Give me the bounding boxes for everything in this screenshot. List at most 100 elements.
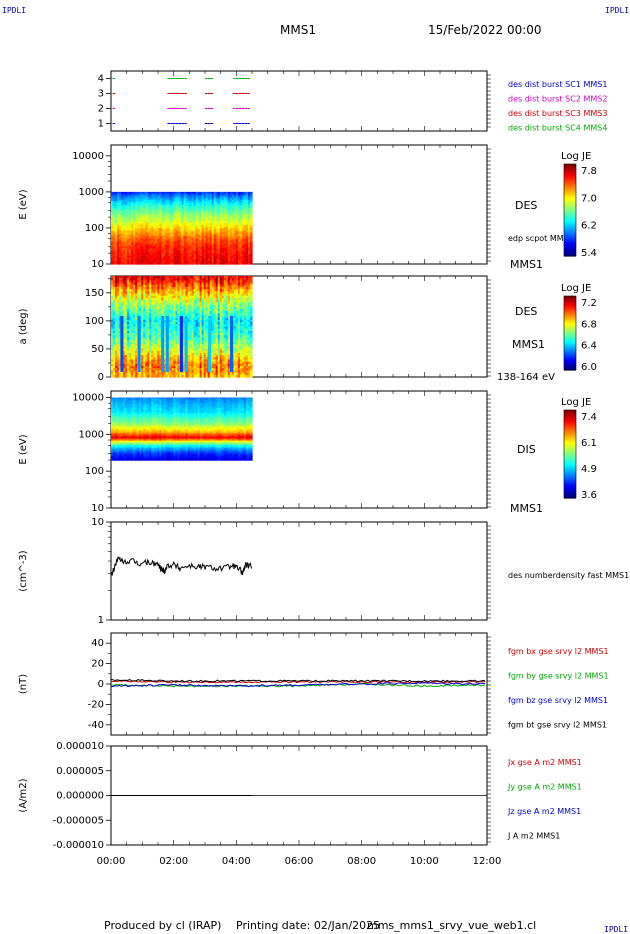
des-energy-cell: [159, 199, 162, 202]
des-energy-cell: [189, 201, 193, 204]
des-energy-cell: [117, 198, 120, 201]
des-energy-cell: [223, 213, 227, 217]
des-energy-cell: [139, 235, 142, 238]
des-energy-cell: [171, 254, 175, 257]
des-energy-cell: [147, 195, 150, 198]
des-energy-cell: [177, 254, 181, 257]
des-energy-cell: [187, 248, 191, 251]
des-energy-cell: [229, 218, 233, 221]
des-energy-cell: [141, 196, 144, 199]
des-energy-cell: [127, 207, 130, 210]
des-energy-cell: [185, 198, 189, 201]
des-energy-cell: [181, 227, 185, 231]
des-energy-cell: [229, 254, 233, 257]
des-energy-cell: [163, 198, 166, 201]
des-energy-cell: [171, 202, 175, 206]
des-energy-cell: [161, 232, 164, 235]
des-energy-cell: [117, 249, 120, 253]
des-energy-cell: [179, 212, 183, 215]
des-energy-cell: [117, 240, 120, 243]
des-energy-cell: [139, 243, 142, 246]
des-energy-cell: [177, 218, 181, 221]
des-energy-cell: [123, 226, 126, 229]
des-energy-cell: [159, 209, 162, 212]
des-energy-cell: [217, 209, 221, 212]
des-energy-cell: [217, 195, 221, 198]
des-energy-cell: [119, 243, 122, 246]
des-energy-cell: [191, 240, 195, 243]
des-energy-cell: [143, 232, 146, 235]
des-energy-cell: [157, 206, 160, 209]
des-energy-cell: [245, 249, 249, 253]
des-energy-cell: [217, 210, 221, 213]
des-energy-cell: [209, 204, 213, 207]
des-energy-cell: [141, 226, 144, 229]
des-energy-cell: [129, 240, 132, 243]
des-energy-cell: [243, 202, 247, 206]
des-energy-cell: [131, 249, 134, 253]
des-energy-cell: [165, 253, 168, 256]
des-energy-cell: [243, 243, 247, 246]
des-energy-cell: [217, 227, 221, 231]
des-energy-cell: [237, 256, 241, 259]
des-energy-cell: [247, 234, 251, 237]
des-energy-cell: [185, 243, 189, 246]
des-energy-cell: [239, 257, 243, 260]
des-energy-cell: [187, 240, 191, 243]
des-energy-cell: [195, 226, 199, 229]
des-energy-cell: [155, 201, 158, 204]
des-energy-cell: [135, 245, 138, 248]
des-energy-cell: [171, 243, 175, 246]
des-energy-cell: [231, 204, 235, 207]
des-energy-cell: [197, 195, 201, 198]
des-energy-cell: [143, 196, 146, 199]
des-energy-cell: [191, 227, 195, 231]
des-energy-cell: [119, 235, 122, 238]
des-energy-cell: [197, 209, 201, 212]
des-energy-cell: [187, 204, 191, 207]
des-energy-cell: [237, 224, 241, 227]
des-energy-cell: [117, 235, 120, 238]
des-energy-cell: [223, 259, 227, 262]
des-energy-cell: [127, 196, 130, 199]
des-energy-cell: [213, 195, 217, 198]
des-energy-cell: [163, 254, 166, 257]
des-energy-cell: [123, 198, 126, 201]
des-energy-cell: [139, 216, 142, 220]
des-energy-cell: [199, 191, 203, 195]
des-energy-cell: [133, 216, 136, 220]
des-energy-cell: [217, 245, 221, 248]
des-energy-cell: [139, 199, 142, 202]
des-energy-cell: [233, 253, 237, 256]
des-energy-cell: [243, 240, 247, 243]
des-energy-cell: [229, 204, 233, 207]
des-energy-cell: [125, 226, 128, 229]
des-energy-cell: [243, 253, 247, 256]
des-energy-cell: [135, 204, 138, 207]
des-energy-cell: [141, 243, 144, 246]
des-energy-cell: [117, 191, 120, 195]
des-energy-cell: [179, 245, 183, 248]
des-energy-cell: [153, 226, 156, 229]
des-energy-cell: [147, 262, 150, 265]
des-energy-cell: [175, 199, 179, 202]
des-energy-cell: [191, 210, 195, 213]
des-energy-cell: [173, 240, 177, 243]
des-energy-cell: [183, 254, 187, 257]
des-energy-cell: [239, 193, 243, 196]
des-energy-cell: [203, 246, 207, 249]
des-energy-cell: [161, 209, 164, 212]
des-energy-cell: [245, 218, 249, 221]
des-energy-cell: [231, 191, 235, 195]
des-energy-cell: [157, 246, 160, 249]
des-energy-cell: [221, 196, 225, 199]
des-energy-cell: [233, 238, 237, 242]
des-energy-cell: [219, 209, 223, 212]
des-energy-cell: [163, 191, 166, 195]
des-energy-cell: [129, 201, 132, 204]
des-energy-cell: [163, 199, 166, 202]
des-energy-cell: [219, 260, 223, 264]
des-energy-cell: [217, 231, 221, 234]
des-energy-cell: [201, 224, 205, 227]
des-energy-cell: [137, 204, 140, 207]
